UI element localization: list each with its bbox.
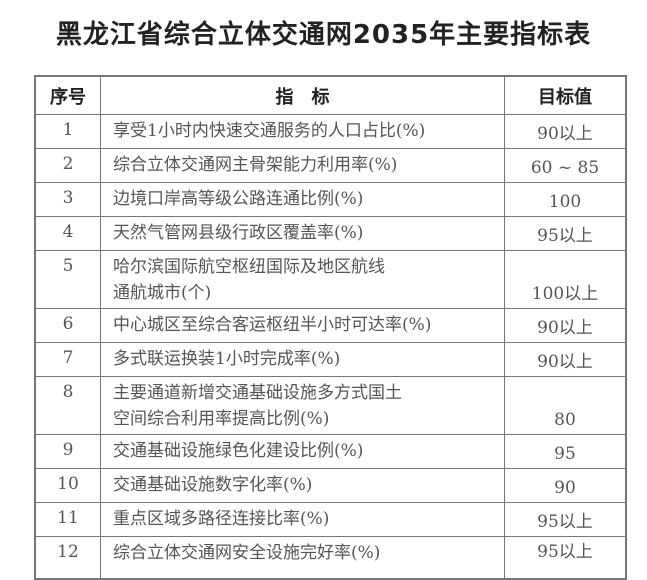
indicator-name: 综合立体交通网安全设施完好率(%) bbox=[100, 536, 505, 580]
target-value: 80 bbox=[504, 376, 627, 435]
table-row: 4 天然气管网县级行政区覆盖率(%) 95以上 bbox=[34, 216, 627, 251]
target-value: 95以上 bbox=[504, 216, 627, 251]
row-number: 1 bbox=[34, 114, 101, 149]
target-value: 90以上 bbox=[504, 308, 627, 343]
target-value: 90以上 bbox=[504, 114, 627, 149]
target-value: 90以上 bbox=[504, 342, 627, 377]
row-number: 9 bbox=[34, 434, 101, 469]
indicator-name: 享受1小时内快速交通服务的人口占比(%) bbox=[100, 114, 505, 149]
row-number: 3 bbox=[34, 182, 101, 217]
page-title: 黑龙江省综合立体交通网2035年主要指标表 bbox=[55, 20, 592, 50]
table-row: 1 享受1小时内快速交通服务的人口占比(%) 90以上 bbox=[34, 114, 627, 149]
indicator-name: 天然气管网县级行政区覆盖率(%) bbox=[100, 216, 505, 251]
row-number: 8 bbox=[34, 376, 101, 435]
row-number: 2 bbox=[34, 148, 101, 183]
row-number: 10 bbox=[34, 468, 101, 503]
table-row: 2 综合立体交通网主骨架能力利用率(%) 60 ~ 85 bbox=[34, 148, 627, 183]
table-row: 3 边境口岸高等级公路连通比例(%) 100 bbox=[34, 182, 627, 217]
row-number: 11 bbox=[34, 502, 101, 537]
table-header-row: 序号 指 标 目标值 bbox=[34, 75, 627, 115]
row-number: 12 bbox=[34, 536, 101, 580]
indicator-name: 边境口岸高等级公路连通比例(%) bbox=[100, 182, 505, 217]
table-row: 7 多式联运换装1小时完成率(%) 90以上 bbox=[34, 342, 627, 377]
table-row: 11 重点区域多路径连接比率(%) 95以上 bbox=[34, 502, 627, 537]
indicator-name: 哈尔滨国际航空枢纽国际及地区航线 通航城市(个) bbox=[100, 250, 505, 309]
target-value: 100 bbox=[504, 182, 627, 217]
indicator-name: 交通基础设施数字化率(%) bbox=[100, 468, 505, 503]
indicator-name: 交通基础设施绿色化建设比例(%) bbox=[100, 434, 505, 469]
indicator-name: 综合立体交通网主骨架能力利用率(%) bbox=[100, 148, 505, 183]
header-no: 序号 bbox=[34, 75, 101, 115]
header-target: 目标值 bbox=[504, 75, 627, 115]
table-row: 6 中心城区至综合客运枢纽半小时可达率(%) 90以上 bbox=[34, 308, 627, 343]
table-row: 8 主要通道新增交通基础设施多方式国土 空间综合利用率提高比例(%) 80 bbox=[34, 376, 627, 435]
row-number: 7 bbox=[34, 342, 101, 377]
target-value: 60 ~ 85 bbox=[504, 148, 627, 183]
target-value: 90 bbox=[504, 468, 627, 503]
target-value: 95以上 bbox=[504, 536, 627, 580]
indicator-table: 序号 指 标 目标值 1 享受1小时内快速交通服务的人口占比(%) 90以上 2 综合立… bbox=[34, 75, 627, 580]
target-value: 95 bbox=[504, 434, 627, 469]
table-row: 10 交通基础设施数字化率(%) 90 bbox=[34, 468, 627, 503]
indicator-name: 重点区域多路径连接比率(%) bbox=[100, 502, 505, 537]
row-number: 6 bbox=[34, 308, 101, 343]
target-value: 95以上 bbox=[504, 502, 627, 537]
indicator-name: 主要通道新增交通基础设施多方式国土 空间综合利用率提高比例(%) bbox=[100, 376, 505, 435]
row-number: 4 bbox=[34, 216, 101, 251]
row-number: 5 bbox=[34, 250, 101, 309]
table-row: 12 综合立体交通网安全设施完好率(%) 95以上 bbox=[34, 536, 627, 580]
table-row: 9 交通基础设施绿色化建设比例(%) 95 bbox=[34, 434, 627, 469]
indicator-name: 多式联运换装1小时完成率(%) bbox=[100, 342, 505, 377]
indicator-name: 中心城区至综合客运枢纽半小时可达率(%) bbox=[100, 308, 505, 343]
target-value: 100以上 bbox=[504, 250, 627, 309]
header-indicator: 指 标 bbox=[100, 75, 505, 115]
table-row: 5 哈尔滨国际航空枢纽国际及地区航线 通航城市(个) 100以上 bbox=[34, 250, 627, 309]
